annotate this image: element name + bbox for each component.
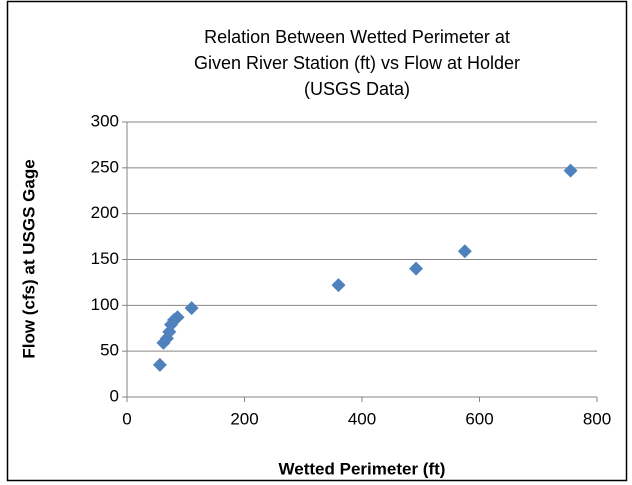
chart-title: (USGS Data)	[304, 79, 410, 99]
x-tick-label: 600	[465, 409, 493, 428]
point	[409, 261, 424, 276]
point	[331, 278, 346, 293]
chart-border	[6, 0, 628, 482]
point	[563, 163, 578, 178]
point	[457, 244, 472, 259]
point	[184, 301, 199, 316]
point	[170, 310, 185, 325]
x-tick-label: 200	[230, 409, 258, 428]
y-tick-label: 50	[100, 341, 119, 360]
y-tick-label: 200	[91, 203, 119, 222]
chart-title: Given River Station (ft) vs Flow at Hold…	[194, 53, 520, 73]
y-tick-label: 300	[91, 111, 119, 130]
y-axis-title: Flow (cfs) at USGS Gage	[19, 159, 38, 358]
y-tick-label: 100	[91, 295, 119, 314]
x-tick-label: 400	[348, 409, 376, 428]
x-tick-label: 0	[122, 409, 131, 428]
x-tick-label: 800	[583, 409, 611, 428]
chart-title: Relation Between Wetted Perimeter at	[204, 27, 510, 47]
y-tick-label: 150	[91, 249, 119, 268]
x-axis-title: Wetted Perimeter (ft)	[279, 459, 446, 478]
y-tick-label: 250	[91, 157, 119, 176]
point	[152, 357, 167, 372]
y-tick-label: 0	[110, 386, 119, 405]
